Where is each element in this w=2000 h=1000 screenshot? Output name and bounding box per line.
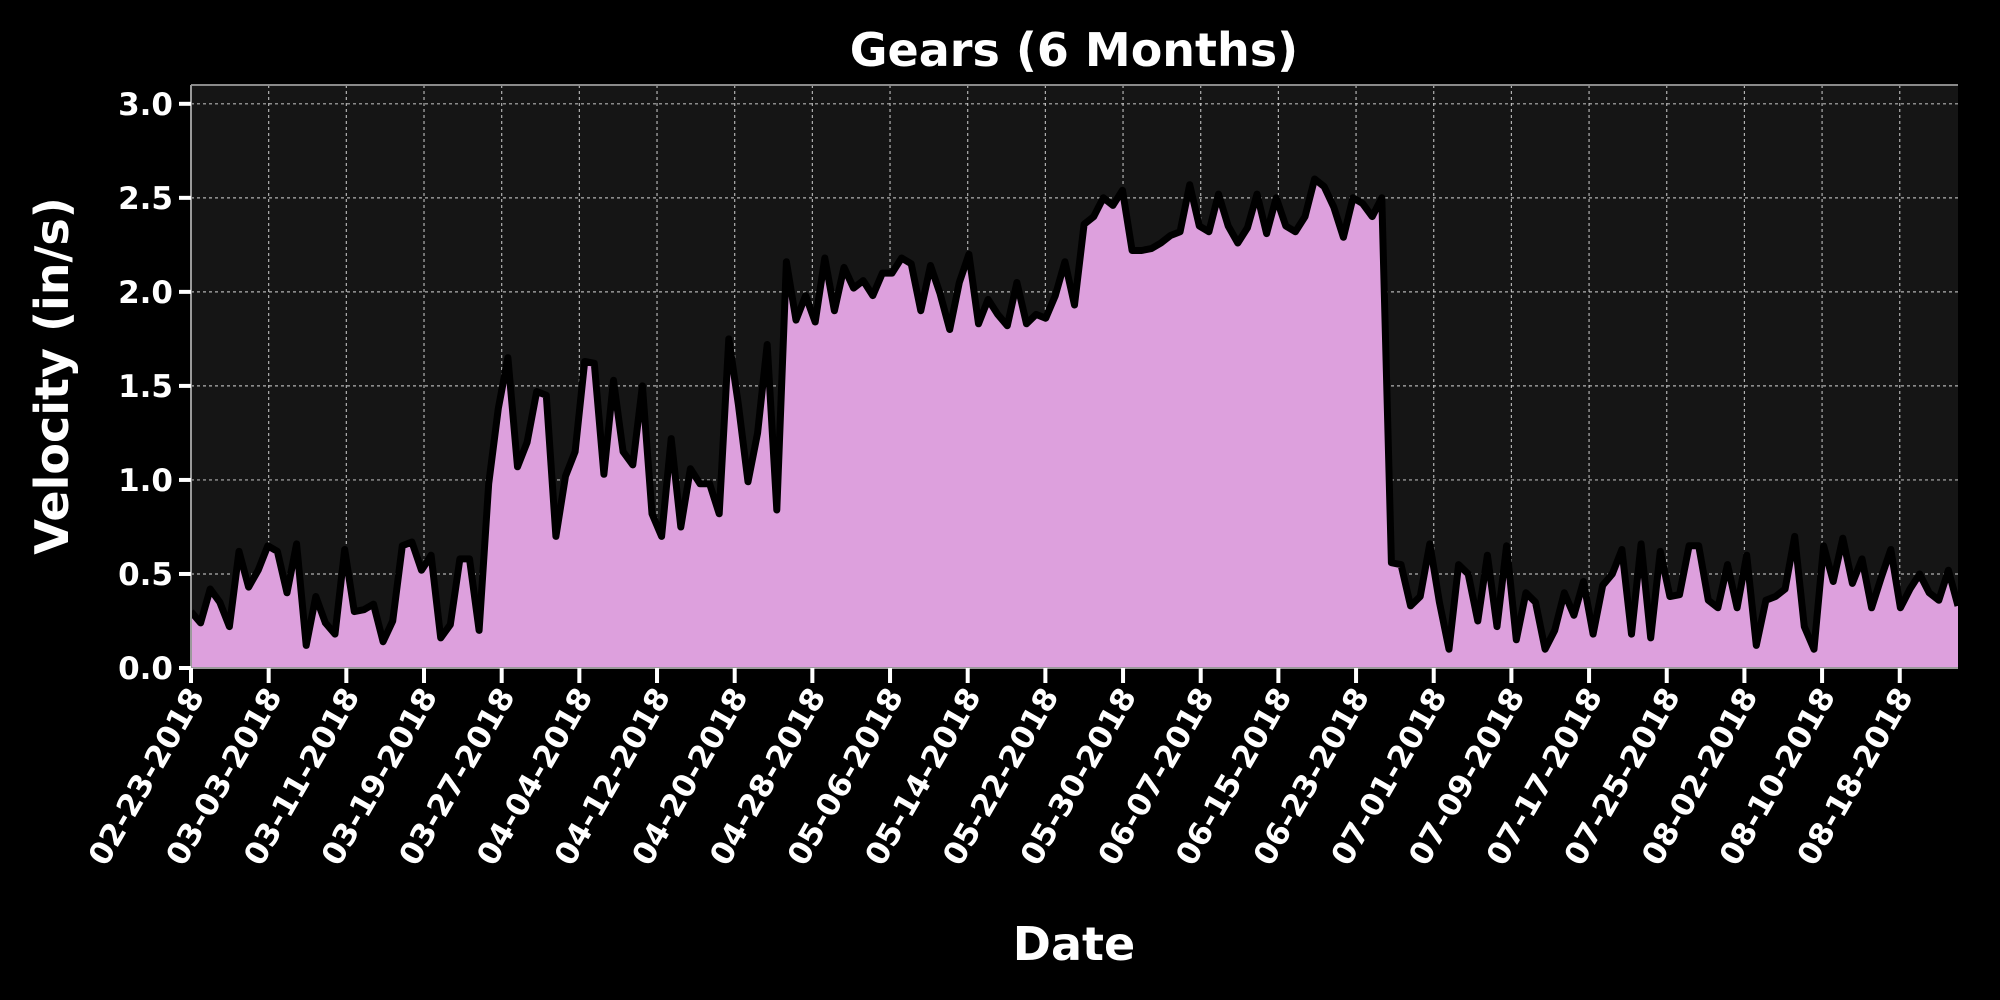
y-axis-label: Velocity (in/s): [25, 197, 79, 554]
y-tick-label: 0.0: [118, 651, 173, 687]
y-tick-label: 1.0: [118, 463, 173, 499]
chart-title: Gears (6 Months): [850, 23, 1298, 77]
y-tick-label: 1.5: [118, 369, 173, 405]
y-tick-label: 2.0: [118, 275, 173, 311]
gridlines: [191, 85, 1958, 669]
x-axis-label: Date: [1013, 917, 1135, 971]
y-tick-label: 0.5: [118, 557, 173, 593]
y-tick-label: 3.0: [118, 87, 173, 123]
axes: [190, 84, 1958, 669]
series-line: [188, 175, 1962, 653]
series-area: [188, 175, 1962, 668]
area-fill: [191, 179, 1958, 668]
y-tick-label: 2.5: [118, 181, 173, 217]
